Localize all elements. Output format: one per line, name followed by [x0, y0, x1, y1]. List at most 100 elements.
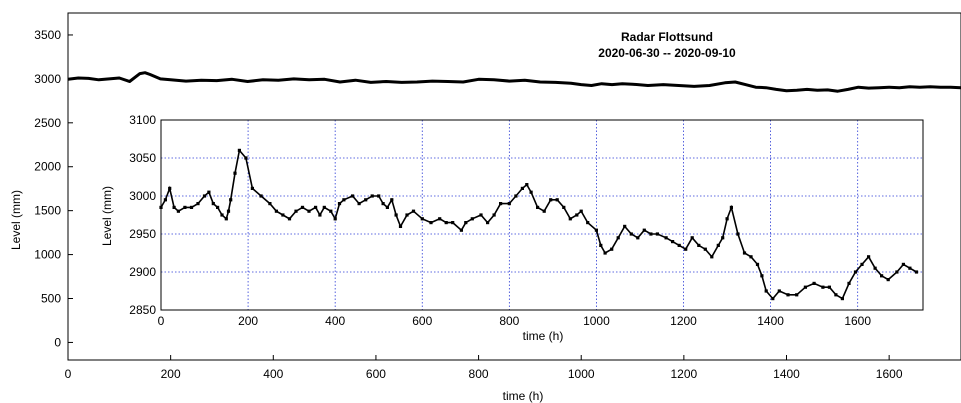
inset-data-point: [486, 221, 490, 225]
inset-data-point: [259, 194, 263, 198]
inset-data-point: [429, 221, 433, 225]
inset-y-tick-label: 3000: [129, 189, 156, 203]
inset-data-point: [172, 205, 176, 209]
inset-data-point: [812, 281, 816, 285]
inset-data-point: [575, 213, 579, 217]
inset-data-point: [529, 190, 533, 194]
inset-data-point: [207, 190, 211, 194]
inset-y-tick-label: 3100: [129, 113, 156, 127]
outer-x-tick-label: 1200: [671, 367, 698, 381]
inset-data-point: [716, 243, 720, 247]
outer-series: [67, 71, 961, 93]
outer-y-tick-label: 500: [41, 292, 61, 306]
inset-data-point: [827, 285, 831, 289]
inset-x-tick-label: 1400: [757, 314, 784, 328]
outer-y-tick-label: 1500: [34, 204, 61, 218]
inset-data-point: [196, 202, 200, 206]
inset-data-point: [470, 217, 474, 221]
outer-y-axis-label: Level (mm): [9, 190, 23, 250]
inset-plot-frame: [160, 119, 924, 311]
outer-x-tick-label: 600: [366, 367, 386, 381]
inset-data-point: [771, 297, 775, 301]
inset-data-point: [586, 221, 590, 225]
inset-data-point: [390, 198, 394, 202]
outer-y-tick-label: 2500: [34, 116, 61, 130]
inset-data-point: [873, 266, 877, 270]
inset-data-point: [867, 255, 871, 259]
outer-x-tick-label: 0: [65, 367, 72, 381]
inset-data-point: [337, 202, 342, 206]
inset-data-point: [226, 209, 231, 213]
inset-data-point: [729, 205, 733, 209]
inset-data-point: [777, 289, 781, 293]
inset-data-point: [755, 262, 760, 266]
inset-data-point: [168, 186, 172, 190]
inset-data-point: [536, 205, 540, 209]
inset-data-point: [655, 232, 659, 236]
inset-data-point: [159, 205, 163, 209]
inset-data-point: [233, 171, 237, 175]
inset-data-point: [300, 205, 305, 209]
inset-data-point: [786, 293, 790, 297]
inset-data-point: [880, 274, 884, 278]
inset-data-point: [697, 243, 701, 247]
inset-data-point: [507, 202, 511, 206]
inset-data-point: [314, 205, 318, 209]
inset-data-point: [464, 221, 468, 225]
inset-y-tick-label: 2850: [129, 303, 156, 317]
outer-x-tick-label: 200: [161, 367, 181, 381]
inset-x-tick-label: 200: [238, 314, 258, 328]
outer-y-tick-label: 3000: [34, 72, 61, 86]
inset-data-point: [895, 270, 899, 274]
inset-x-tick-label: 400: [325, 314, 345, 328]
inset-data-point: [684, 247, 688, 251]
inset-data-point: [914, 270, 919, 274]
inset-data-point: [163, 198, 167, 202]
outer-x-tick-label: 800: [469, 367, 489, 381]
inset-y-tick-label: 2900: [129, 265, 156, 279]
inset-data-point: [886, 278, 890, 282]
inset-data-point: [342, 198, 346, 202]
inset-data-point: [405, 213, 409, 217]
inset-y-tick-label: 3050: [129, 151, 156, 165]
inset-x-axis-label: time (h): [523, 329, 564, 343]
inset-data-point: [220, 213, 224, 217]
inset-data-point: [237, 148, 241, 152]
inset-x-tick-label: 1200: [670, 314, 697, 328]
inset-data-point: [742, 251, 747, 255]
inset-data-point: [834, 293, 838, 297]
outer-x-tick-label: 1600: [876, 367, 903, 381]
chart-subtitle: 2020-06-30 -- 2020-09-10: [598, 46, 736, 60]
inset-data-point: [322, 205, 326, 209]
inset-data-point: [649, 232, 653, 236]
inset-data-point: [333, 217, 337, 221]
outer-x-tick-label: 400: [263, 367, 283, 381]
inset-data-point: [294, 209, 298, 213]
inset-data-point: [610, 247, 614, 251]
inset-data-point: [274, 209, 278, 213]
inset-data-point: [721, 236, 725, 240]
inset-data-point: [411, 209, 416, 213]
inset-data-point: [908, 266, 912, 270]
inset-data-point: [568, 217, 572, 221]
inset-data-point: [623, 224, 627, 228]
inset-data-point: [579, 209, 583, 213]
inset-data-point: [381, 202, 385, 206]
inset-data-point: [287, 217, 292, 221]
inset-data-point: [318, 213, 322, 217]
inset-data-point: [189, 205, 194, 209]
inset-data-point: [710, 255, 714, 259]
inset-data-point: [549, 198, 553, 202]
inset-data-point: [250, 186, 254, 190]
inset-data-point: [364, 198, 368, 202]
inset-data-point: [459, 228, 463, 232]
inset-data-point: [268, 202, 272, 206]
inset-data-point: [901, 262, 905, 266]
inset-data-point: [444, 221, 448, 225]
inset-data-point: [594, 228, 598, 232]
inset-data-point: [760, 274, 764, 278]
inset-data-point: [616, 236, 620, 240]
inset-data-point: [438, 217, 442, 221]
inset-data-point: [514, 194, 518, 198]
